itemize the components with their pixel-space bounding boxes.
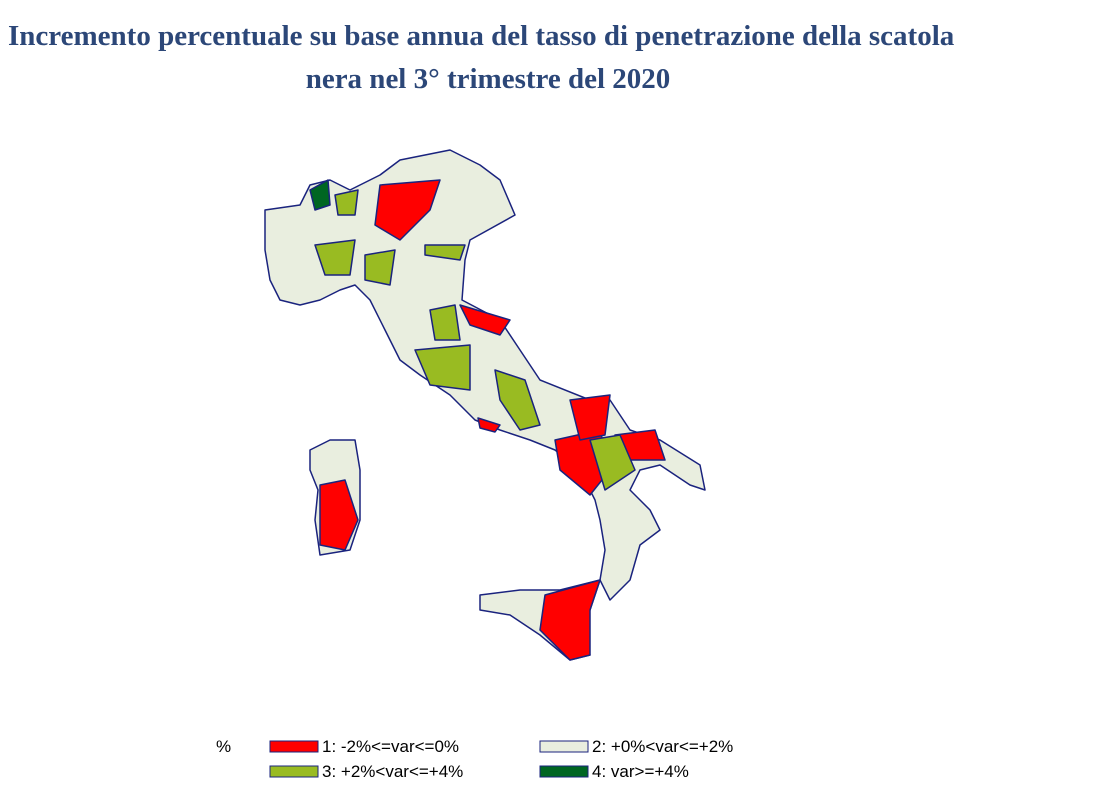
legend-swatch: [539, 740, 589, 753]
province: [314, 239, 356, 276]
province: [374, 179, 441, 241]
province: [539, 579, 601, 661]
legend-label: 2: +0%<var<=+2%: [592, 737, 733, 756]
province: [494, 369, 541, 431]
province: [477, 417, 501, 433]
province: [334, 189, 359, 216]
province: [414, 344, 471, 391]
legend: 1: -2%<=var<=0% 2: +0%<var<=+2% 3: +2%<var…: [269, 737, 733, 781]
province: [364, 249, 396, 286]
province: [459, 304, 511, 336]
legend-label: 4: var>=+4%: [592, 762, 689, 781]
province: [569, 394, 611, 441]
title-line: Incremento percentuale su base annua del…: [8, 20, 955, 52]
province: [309, 179, 331, 211]
legend-swatch: [539, 765, 589, 778]
province: [319, 479, 359, 551]
map: [264, 149, 706, 661]
legend-unit: %: [216, 737, 231, 756]
province: [424, 244, 466, 261]
province: [429, 304, 461, 341]
province: [589, 434, 636, 491]
legend-swatch: [269, 765, 319, 778]
legend-swatch: [269, 740, 319, 753]
legend-label: 3: +2%<var<=+4%: [322, 762, 463, 781]
legend-label: 1: -2%<=var<=0%: [322, 737, 459, 756]
title-line: nera nel 3° trimestre del 2020: [306, 63, 671, 95]
